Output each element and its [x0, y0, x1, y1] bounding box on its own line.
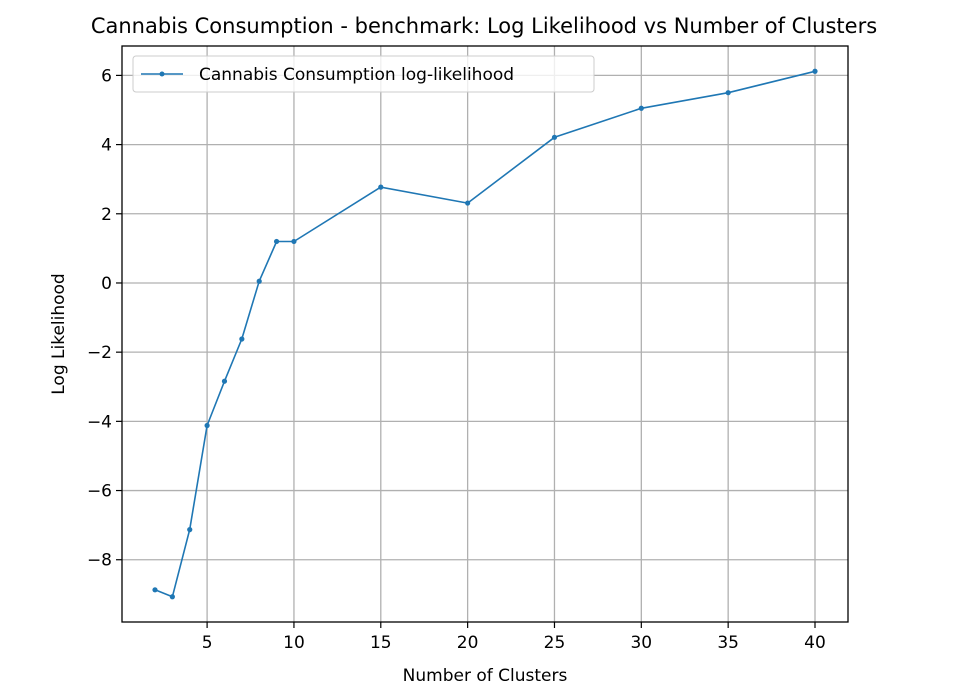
x-tick-label: 5: [202, 633, 213, 653]
y-tick-label: −6: [87, 482, 112, 502]
y-tick-label: 6: [101, 66, 112, 86]
data-point: [257, 279, 262, 284]
y-axis-label: Log Likelihood: [49, 273, 69, 394]
x-tick-label: 15: [370, 633, 392, 653]
chart-title: Cannabis Consumption - benchmark: Log Li…: [91, 14, 877, 38]
y-tick-label: 2: [101, 205, 112, 225]
data-point: [465, 200, 470, 205]
data-point: [726, 90, 731, 95]
y-tick-label: −8: [87, 551, 112, 571]
data-point: [222, 379, 227, 384]
data-point: [187, 527, 192, 532]
y-tick-label: −4: [87, 412, 112, 432]
series-line: [155, 71, 815, 596]
data-point: [291, 239, 296, 244]
data-point: [170, 594, 175, 599]
legend-label: Cannabis Consumption log-likelihood: [199, 65, 514, 85]
x-tick-label: 20: [457, 633, 479, 653]
data-point: [378, 185, 383, 190]
x-tick-label: 30: [630, 633, 652, 653]
legend-marker: [160, 72, 165, 77]
grid: [122, 46, 848, 622]
data-point: [239, 336, 244, 341]
data-point: [812, 69, 817, 74]
y-tick-label: 0: [101, 274, 112, 294]
x-tick-label: 25: [544, 633, 566, 653]
y-tick-label: 4: [101, 136, 112, 156]
axis-ticks: 5 10 15 20 25 30 35 40 −8 −6 −4 −2 0 2 4 6: [87, 66, 826, 653]
data-point: [274, 239, 279, 244]
data-point: [205, 423, 210, 428]
data-point: [152, 587, 157, 592]
x-tick-label: 40: [804, 633, 826, 653]
legend: Cannabis Consumption log-likelihood: [133, 56, 594, 92]
x-tick-label: 10: [283, 633, 305, 653]
plot-frame: [122, 46, 848, 622]
x-tick-label: 35: [717, 633, 739, 653]
x-axis-label: Number of Clusters: [403, 666, 568, 686]
data-point: [552, 135, 557, 140]
y-tick-label: −2: [87, 343, 112, 363]
series-layer: [152, 69, 817, 600]
data-point: [639, 106, 644, 111]
